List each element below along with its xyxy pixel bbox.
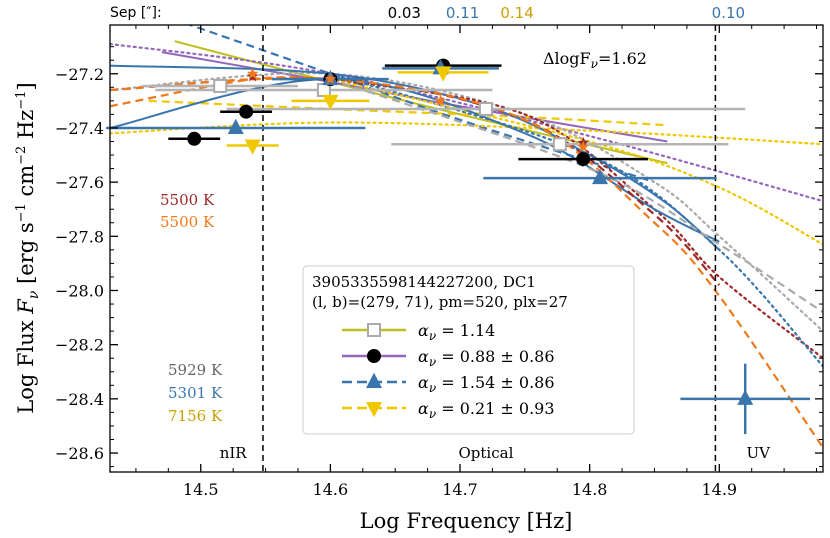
temp-5301-blue: 5301 K: [168, 384, 223, 402]
sep-value-2: 0.14: [500, 4, 533, 22]
y-tick-label: −27.4: [55, 119, 104, 138]
point-blue-triangles-3: [592, 168, 609, 185]
point-gray-squares-1: [316, 83, 331, 98]
region-label-optical: Optical: [459, 444, 514, 462]
legend-entries: αν = 1.14 αν = 0.88 ± 0.86 αν = 1.54 ± 0.8…: [342, 321, 555, 421]
curve-gray-dashed: [330, 78, 823, 314]
point-gray-squares-2: [478, 101, 493, 116]
point-black-circles-0: [187, 131, 202, 146]
curve-gray-dotted: [110, 72, 823, 333]
curve-yellow-power-law: [148, 99, 668, 127]
region-labels: nIR Optical UV: [220, 444, 771, 462]
point-blue-triangles-4: [737, 389, 754, 405]
sep-value-3: 0.10: [712, 4, 745, 22]
legend-label-3: αν = 0.21 ± 0.93: [418, 399, 555, 421]
y-tick-label: −27.2: [55, 65, 104, 84]
temp-5500-red: 5500 K: [160, 191, 215, 209]
y-tick-label: −27.8: [55, 227, 104, 246]
point-yellow-triangles-2: [435, 66, 452, 82]
sep-value-0: 0.03: [388, 4, 421, 22]
sep-values: 0.03 0.11 0.14 0.10: [388, 4, 745, 22]
point-gray-squares-3: [552, 137, 567, 152]
legend-box: [302, 265, 635, 435]
curve-blue-solid-model-2: [110, 78, 720, 243]
legend-marker-1: [367, 349, 381, 363]
point-black-circles-4: [576, 152, 591, 167]
y-tick-label: −28.2: [55, 336, 104, 355]
y-tick-label: −28.4: [55, 390, 104, 409]
x-tick-label: 14.8: [572, 480, 608, 499]
curve-blue-dotted: [329, 72, 823, 368]
y-tick-label: −28.6: [55, 444, 104, 463]
point-orange-stars-1: [324, 73, 337, 84]
legend-title-id: 3905335598144227200, DC1: [312, 273, 536, 291]
point-yellow-triangles-1: [322, 94, 339, 111]
temp-7156-gold: 7156 K: [168, 407, 223, 425]
point-orange-stars-3: [577, 140, 589, 152]
x-tick-label: 14.7: [442, 480, 478, 499]
legend-marker-3: [366, 402, 382, 418]
delta-flux-label: ΔlogFν=1.62: [543, 49, 647, 71]
plot-frame: [109, 24, 824, 473]
sep-label: Sep [″]:: [110, 5, 162, 21]
legend: 3905335598144227200, DC1 (l, b)=(279, 71…: [302, 265, 635, 435]
y-tick-label: −27.6: [55, 173, 104, 192]
temp-5929-gray: 5929 K: [168, 361, 223, 379]
y-axis-label: Log Flux Fν [erg s−1 cm−2 Hz−1]: [14, 82, 42, 414]
x-tick-label: 14.5: [183, 480, 219, 499]
point-gray-squares-0: [213, 78, 228, 93]
legend-marker-2: [366, 372, 382, 388]
region-label-uv: UV: [746, 444, 771, 462]
temp-5500-orange: 5500 K: [160, 213, 215, 231]
data-points: [106, 58, 811, 435]
legend-label-1: αν = 0.88 ± 0.86: [418, 347, 555, 369]
curve-red-dashed: [110, 77, 721, 286]
x-axis-label: Log Frequency [Hz]: [360, 509, 573, 533]
point-orange-stars-2: [434, 94, 447, 106]
legend-marker-0: [367, 323, 381, 337]
legend-label-2: αν = 1.54 ± 0.86: [418, 373, 555, 395]
y-tick-label: −28.0: [55, 281, 104, 300]
x-tick-label: 14.6: [313, 480, 349, 499]
legend-label-0: αν = 1.14: [418, 321, 495, 343]
curve-gold-dotted: [329, 78, 823, 246]
x-tick-label: 14.9: [701, 480, 737, 499]
region-label-nir: nIR: [220, 444, 248, 462]
sep-value-1: 0.11: [446, 4, 479, 22]
point-blue-triangles-0: [227, 118, 244, 134]
point-black-circles-1: [239, 104, 254, 119]
axis-ticks: 14.5 14.6 14.7 14.8 14.9 −27.2 −27.4 −27.6 −27.8…: [55, 25, 823, 499]
point-orange-stars-0: [246, 67, 259, 79]
point-yellow-triangles-0: [244, 139, 261, 155]
curve-purple-dotted: [110, 42, 823, 203]
region-divider-lines: [262, 25, 717, 472]
legend-title-coords: (l, b)=(279, 71), pm=520, plx=27: [312, 293, 568, 311]
